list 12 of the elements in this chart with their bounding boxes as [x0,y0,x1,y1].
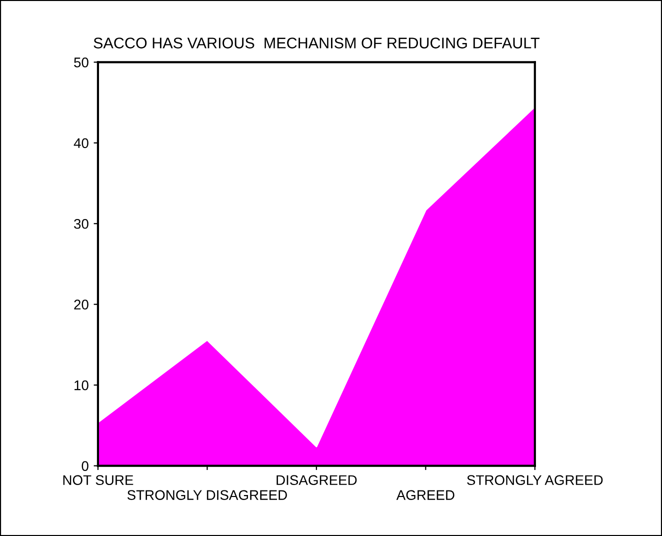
y-tick-label: 0 [82,461,88,471]
y-tick-label: 10 [74,380,88,390]
y-tick-label: 40 [74,138,88,148]
x-tick-label: DISAGREED [276,475,357,486]
y-tick-label: 20 [74,300,88,310]
chart-title: SACCO HAS VARIOUS MECHANISM OF REDUCING DEFAULT [94,38,540,48]
x-tick-label: AGREED [396,490,454,500]
y-tick-label: 50 [74,58,88,68]
x-tick-label: STRONGLY DISAGREED [127,490,287,500]
x-tick-label: NOT SURE [63,475,134,486]
x-tick-label: STRONGLY AGREED [467,475,603,486]
y-tick-label: 30 [74,218,88,229]
